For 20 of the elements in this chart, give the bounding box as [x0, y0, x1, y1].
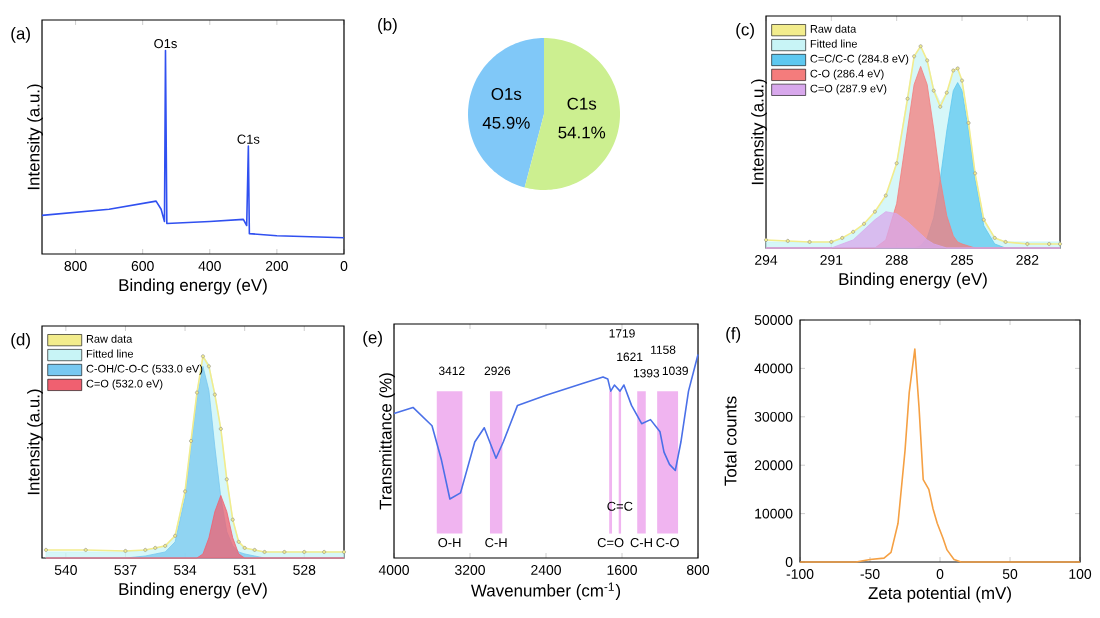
chart-title: (e) — [363, 331, 382, 347]
x-axis-title: Binding energy (eV) — [119, 278, 267, 295]
x-axis-title: Zeta potential (mV) — [868, 586, 1011, 603]
chart-title: (c) — [736, 23, 754, 39]
y-axis-title: Total counts — [724, 396, 737, 486]
chart-title: (d) — [11, 333, 30, 349]
x-axis-title: Binding energy (eV) — [839, 272, 987, 289]
chart-title: (b) — [378, 18, 397, 34]
y-axis-title: Intensity (a.u.) — [27, 389, 43, 495]
y-axis-title: Intensity (a.u.) — [751, 79, 767, 185]
chart-title: (a) — [11, 27, 30, 43]
slice-label: O1s — [491, 87, 522, 100]
chart-title: (f) — [726, 327, 741, 343]
x-axis-title: Wavenumber (cm$^{-1}$) — [470, 582, 621, 600]
y-axis-title: Intensity (a.u.) — [27, 84, 43, 190]
slice-label: C1s — [567, 97, 597, 110]
data-label: 45.9% — [482, 116, 530, 129]
x-axis-title: Binding energy (eV) — [119, 582, 267, 599]
data-label: 54.1% — [558, 126, 606, 139]
y-axis-title: Transmittance (%) — [379, 373, 395, 510]
